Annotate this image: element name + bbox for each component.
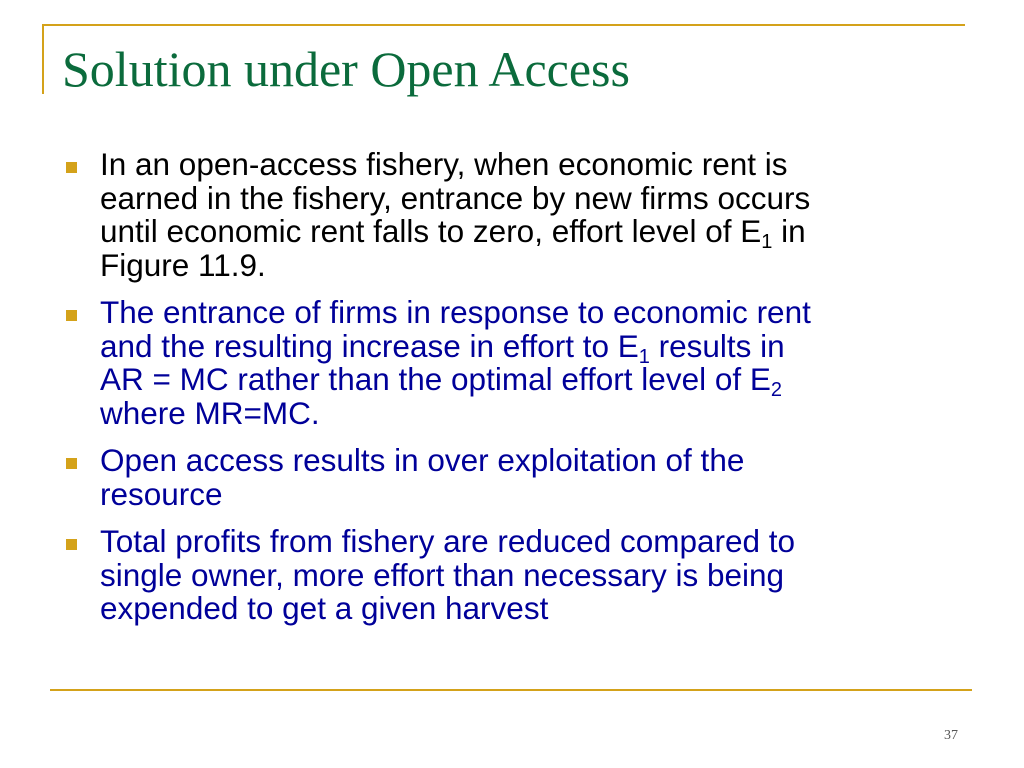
bullet-line: earned in the fishery, entrance by new f… [100,179,962,216]
bullet-item: Total profits from fishery are reduced c… [62,523,962,626]
line-text: In an open-access fishery, when economic… [100,146,788,182]
slide-title: Solution under Open Access [62,41,630,97]
square-bullet-icon [66,162,77,173]
subscript: 1 [638,345,650,368]
bullet-line: Open access results in over exploitation… [100,442,962,478]
line-text: earned in the fishery, entrance by new f… [100,179,811,216]
page-number: 37 [944,728,958,743]
bullet-line: and the resulting increase in effort to … [100,327,962,367]
subscript: 2 [770,379,782,401]
top-rule [42,24,965,26]
bullet-list: In an open-access fishery, when economic… [62,146,962,640]
square-bullet-icon [66,310,77,321]
bullet-item: In an open-access fishery, when economic… [62,146,962,283]
bottom-rule [50,689,972,691]
line-text: Total profits from fishery are reduced c… [100,523,796,559]
bullet-line: The entrance of firms in response to eco… [100,294,962,330]
line-text: Open access results in over exploitation… [100,442,745,478]
line-text: where MR=MC. [100,394,320,431]
bullet-line: Total profits from fishery are reduced c… [100,523,962,559]
bullet-line: resource [100,475,962,512]
line-text: resource [100,475,223,512]
bullet-line: expended to get a given harvest [100,590,962,626]
bullet-line: until economic rent falls to zero, effor… [100,213,962,252]
line-text: AR = MC rather than the optimal effort l… [100,361,771,397]
left-rule [42,24,44,94]
bullet-line: single owner, more effort than necessary… [100,556,962,593]
line-text: and the resulting increase in effort to … [100,327,639,364]
bullet-line: where MR=MC. [100,394,962,431]
square-bullet-icon [66,539,77,550]
square-bullet-icon [66,458,77,469]
line-text: single owner, more effort than necessary… [100,556,785,593]
bullet-line: In an open-access fishery, when economic… [100,146,962,182]
line-text: results in [649,327,785,364]
subscript: 1 [761,231,773,253]
line-text: Figure 11.9. [100,246,266,283]
bullet-line: AR = MC rather than the optimal effort l… [100,361,962,400]
bullet-item: Open access results in over exploitation… [62,442,962,512]
line-text: in [772,213,806,249]
bullet-line: Figure 11.9. [100,246,962,283]
line-text: The entrance of firms in response to eco… [100,294,811,330]
line-text: expended to get a given harvest [100,590,549,626]
line-text: until economic rent falls to zero, effor… [100,213,762,249]
bullet-item: The entrance of firms in response to eco… [62,294,962,431]
